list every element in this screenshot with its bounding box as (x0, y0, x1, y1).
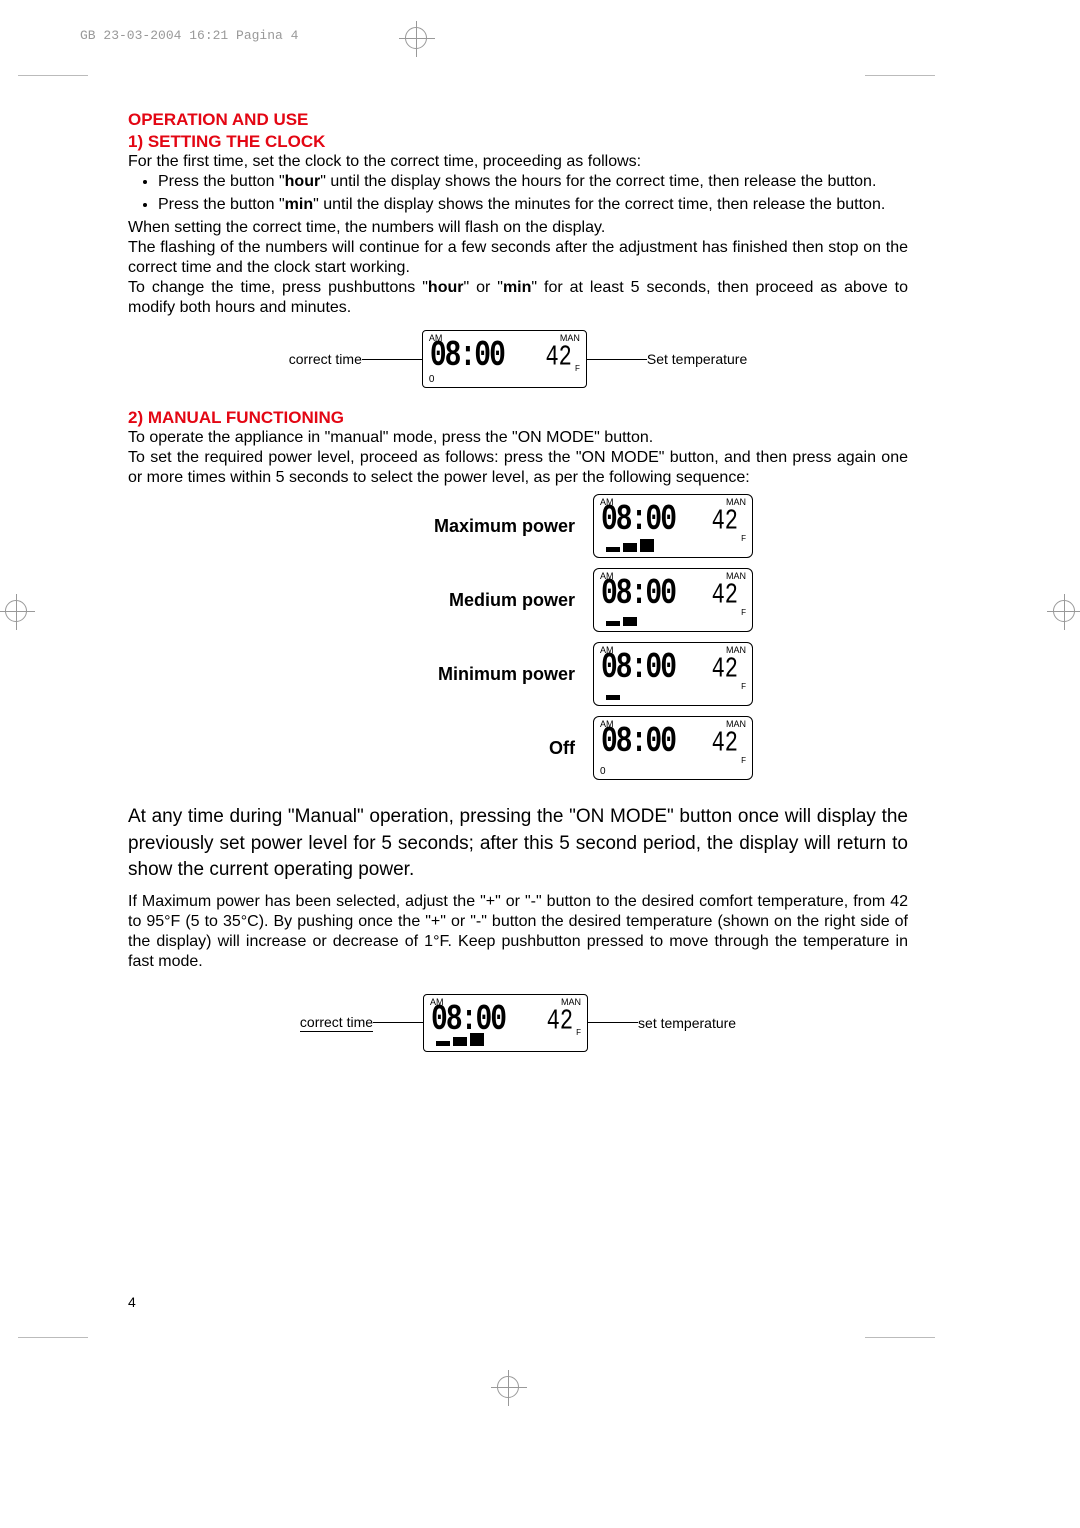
lcd-temp: 42 (545, 341, 571, 374)
power-label: Medium power (449, 590, 575, 611)
section-subtitle: 1) SETTING THE CLOCK (128, 132, 908, 152)
crop-mark-right (1053, 600, 1075, 622)
edge-line (865, 1337, 935, 1338)
paragraph: For the first time, set the clock to the… (128, 152, 908, 172)
connector-line (588, 1022, 638, 1023)
power-bars-icon (436, 1033, 484, 1046)
lcd-display-max: AM MAN 08:00 42 F (593, 494, 753, 558)
paragraph: To change the time, press pushbuttons "h… (128, 278, 908, 318)
page-content: OPERATION AND USE 1) SETTING THE CLOCK F… (128, 110, 908, 1072)
paragraph: If Maximum power has been selected, adju… (128, 892, 908, 972)
bold-text: min (285, 196, 313, 213)
lcd-temp: 42 (712, 727, 738, 760)
lcd-f-indicator: F (741, 608, 746, 617)
lcd-zero-indicator: 0 (600, 766, 606, 777)
paragraph: To set the required power level, proceed… (128, 448, 908, 488)
lcd-temp: 42 (712, 653, 738, 686)
lcd-f-indicator: F (741, 756, 746, 765)
crop-mark-top (405, 27, 427, 49)
text: " or " (463, 279, 502, 296)
lcd-label-left: correct time (289, 351, 362, 367)
power-row-max: Maximum power AM MAN 08:00 42 F (128, 494, 908, 558)
lcd-diagram-1: correct time AM MAN 08:00 42 F 0 Set tem… (128, 330, 908, 388)
lcd-display-off: AM MAN 08:00 42 F 0 (593, 716, 753, 780)
power-label: Maximum power (434, 516, 575, 537)
lcd-temp: 42 (712, 505, 738, 538)
power-label: Minimum power (438, 664, 575, 685)
lcd-time: 08:00 (601, 648, 675, 688)
power-bars-icon (606, 617, 637, 626)
power-bars-icon (606, 539, 654, 552)
lcd-display-med: AM MAN 08:00 42 F (593, 568, 753, 632)
section-title: OPERATION AND USE (128, 110, 908, 130)
lcd-temp: 42 (712, 579, 738, 612)
connector-line (373, 1022, 423, 1023)
text: " until the display shows the hours for … (320, 173, 876, 190)
crop-mark-bottom (497, 1376, 519, 1398)
lcd-time: 08:00 (430, 336, 504, 376)
text: Press the button " (158, 196, 285, 213)
lcd-time: 08:00 (601, 500, 675, 540)
lcd-f-indicator: F (575, 364, 580, 373)
edge-line (865, 75, 935, 76)
text: To change the time, press pushbuttons " (128, 279, 428, 296)
lcd-f-indicator: F (741, 534, 746, 543)
connector-line (362, 359, 422, 360)
crop-mark-left (5, 600, 27, 622)
lcd-diagram-2: correct time AM MAN 08:00 42 F set tempe… (128, 994, 908, 1052)
bullet-list: Press the button "hour" until the displa… (158, 172, 908, 215)
lcd-label-right: Set temperature (647, 351, 747, 367)
lcd-label-left: correct time (300, 1014, 373, 1032)
lcd-display-min: AM MAN 08:00 42 F (593, 642, 753, 706)
text: Press the button " (158, 173, 285, 190)
lcd-zero-indicator: 0 (429, 374, 435, 385)
power-row-med: Medium power AM MAN 08:00 42 F (128, 568, 908, 632)
lcd-f-indicator: F (741, 682, 746, 691)
list-item: Press the button "min" until the display… (158, 195, 908, 215)
connector-line (587, 359, 647, 360)
power-row-min: Minimum power AM MAN 08:00 42 F (128, 642, 908, 706)
power-row-off: Off AM MAN 08:00 42 F 0 (128, 716, 908, 780)
paragraph: To operate the appliance in "manual" mod… (128, 428, 908, 448)
lcd-display: AM MAN 08:00 42 F (423, 994, 588, 1052)
power-sequence: Maximum power AM MAN 08:00 42 F Medium p… (128, 494, 908, 780)
paragraph: When setting the correct time, the numbe… (128, 218, 908, 238)
lcd-time: 08:00 (601, 574, 675, 614)
edge-line (18, 75, 88, 76)
text: " until the display shows the minutes fo… (313, 196, 885, 213)
page-number: 4 (128, 1294, 136, 1310)
lcd-temp: 42 (547, 1005, 573, 1038)
bold-text: hour (428, 279, 464, 296)
lcd-display: AM MAN 08:00 42 F 0 (422, 330, 587, 388)
bold-text: hour (285, 173, 321, 190)
power-bars-icon (606, 695, 620, 700)
lcd-label-right: set temperature (638, 1015, 736, 1031)
lcd-time: 08:00 (601, 722, 675, 762)
section-subtitle: 2) MANUAL FUNCTIONING (128, 408, 908, 428)
bold-text: min (503, 279, 531, 296)
edge-line (18, 1337, 88, 1338)
list-item: Press the button "hour" until the displa… (158, 172, 908, 192)
paragraph: The flashing of the numbers will continu… (128, 238, 908, 278)
paragraph-large: At any time during "Manual" operation, p… (128, 804, 908, 884)
header-meta: GB 23-03-2004 16:21 Pagina 4 (80, 28, 298, 43)
power-label: Off (549, 738, 575, 759)
lcd-f-indicator: F (576, 1028, 581, 1037)
